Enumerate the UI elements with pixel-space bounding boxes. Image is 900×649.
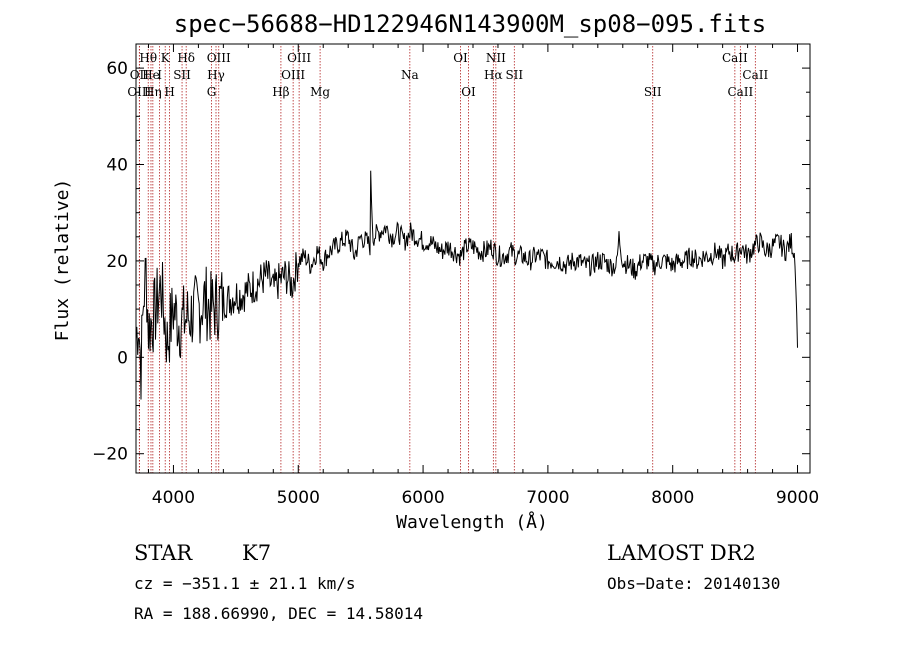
y-axis: −20 0 20 40 60 xyxy=(92,59,810,465)
line-label-22: SII xyxy=(505,68,523,82)
line-label-26: CaII xyxy=(742,68,768,82)
plot-frame xyxy=(135,43,811,474)
line-label-1: OII xyxy=(130,68,150,82)
object-subclass: K7 xyxy=(242,541,271,565)
line-label-14: OIII xyxy=(287,51,311,65)
line-label-25: CaII xyxy=(727,85,753,99)
x-tick-label: 7000 xyxy=(526,488,569,508)
line-label-5: K xyxy=(161,51,171,65)
spectrum-line xyxy=(135,170,798,400)
y-tick-label: 20 xyxy=(106,252,128,272)
line-label-23: SII xyxy=(644,85,662,99)
line-label-17: Na xyxy=(401,68,419,82)
coordinates: RA = 188.66990, DEC = 14.58014 xyxy=(134,604,423,623)
line-label-19: OI xyxy=(461,85,476,99)
y-axis-label: Flux (relative) xyxy=(52,179,73,342)
line-label-13: Hβ xyxy=(272,85,289,99)
line-label-4: Hη xyxy=(144,85,162,99)
redshift-cz: cz = −351.1 ± 21.1 km/s xyxy=(134,574,356,593)
line-label-7: I xyxy=(157,68,162,82)
line-label-0: Hθ xyxy=(139,51,157,65)
y-tick-label: 60 xyxy=(106,59,128,79)
x-tick-label: 5000 xyxy=(277,488,320,508)
y-tick-label: 40 xyxy=(106,156,128,176)
line-label-8: SII xyxy=(173,68,191,82)
line-label-15: OIII xyxy=(281,68,305,82)
x-tick-label: 4000 xyxy=(152,488,195,508)
line-label-24: CaII xyxy=(722,51,748,65)
line-label-11: Hγ xyxy=(207,68,225,82)
line-label-9: Hδ xyxy=(177,51,195,65)
line-label-3: He xyxy=(142,68,160,82)
line-label-20: NII xyxy=(486,51,506,65)
line-label-12: G xyxy=(207,85,217,99)
survey-name: LAMOST DR2 xyxy=(607,541,756,565)
x-tick-label: 9000 xyxy=(776,488,819,508)
x-tick-label: 6000 xyxy=(401,488,444,508)
line-label-10: OIII xyxy=(207,51,231,65)
observation-date: Obs−Date: 20140130 xyxy=(607,574,780,593)
x-axis-label: Wavelength (Å) xyxy=(396,511,548,533)
object-class: STAR xyxy=(134,541,193,565)
x-tick-label: 8000 xyxy=(651,488,694,508)
y-tick-label: −20 xyxy=(92,445,128,465)
line-label-16: Mg xyxy=(310,85,330,99)
line-label-18: OI xyxy=(453,51,468,65)
line-label-21: Hα xyxy=(484,68,503,82)
line-label-6: H xyxy=(164,85,174,99)
chart-title: spec−56688−HD122946N143900M_sp08−095.fit… xyxy=(174,10,766,38)
spectral-line-markers xyxy=(138,46,756,473)
y-tick-label: 0 xyxy=(117,348,128,368)
x-axis: 4000 5000 6000 7000 8000 9000 xyxy=(147,44,819,508)
